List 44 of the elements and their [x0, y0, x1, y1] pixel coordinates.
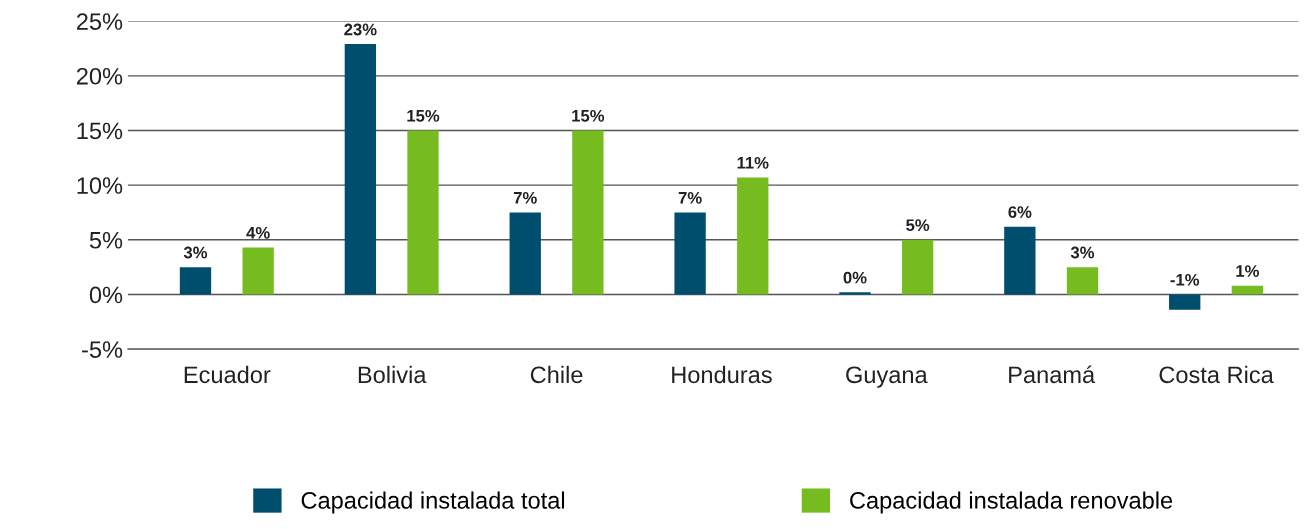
x-tick-label: Panamá [1009, 365, 1096, 384]
data-label: 5% [906, 219, 930, 232]
x-tick-label: Ecuador [184, 365, 271, 384]
x-tick-label: Honduras [672, 365, 772, 384]
x-tick-label: Guyana [846, 366, 928, 388]
bar [344, 44, 377, 295]
data-label: -1% [1170, 273, 1200, 286]
data-label: 7% [678, 191, 702, 204]
y-tick-label: 15% [77, 122, 123, 140]
x-tick-label: Costa Rica [1159, 365, 1274, 384]
bar [1169, 294, 1201, 310]
data-label: 1% [1236, 265, 1259, 277]
bar [179, 267, 212, 295]
data-label: 3% [183, 246, 208, 259]
bar [407, 130, 439, 295]
y-tick-label: -5% [82, 341, 123, 358]
data-label: 3% [1070, 246, 1095, 259]
bar [572, 130, 604, 295]
data-label: 23% [344, 23, 377, 36]
bar [737, 177, 769, 295]
legend-label: Capacidad instalada total [301, 491, 565, 514]
x-tick-label: Chile [530, 365, 583, 384]
bar [1066, 267, 1099, 295]
bar [509, 212, 541, 295]
data-label: 7% [513, 191, 537, 204]
bar [1004, 226, 1036, 295]
bar [674, 212, 706, 295]
data-label: 15% [407, 109, 440, 122]
y-tick-label: 25% [76, 13, 123, 30]
y-tick-label: 5% [89, 231, 123, 249]
data-label: 11% [737, 156, 769, 169]
data-label: 4% [246, 226, 270, 239]
y-tick-label: 10% [77, 177, 123, 194]
legend-label: Capacidad instalada renovable [850, 491, 1173, 514]
bar [1231, 285, 1264, 295]
data-label: 15% [572, 109, 605, 122]
data-label: 6% [1008, 206, 1032, 218]
x-tick-label: Bolivia [358, 365, 427, 384]
y-tick-label: 20% [76, 67, 123, 85]
bar [839, 292, 871, 295]
bar [242, 247, 274, 295]
y-tick-label: 0% [89, 286, 123, 304]
bar [901, 239, 934, 295]
data-label: 0% [843, 271, 867, 284]
